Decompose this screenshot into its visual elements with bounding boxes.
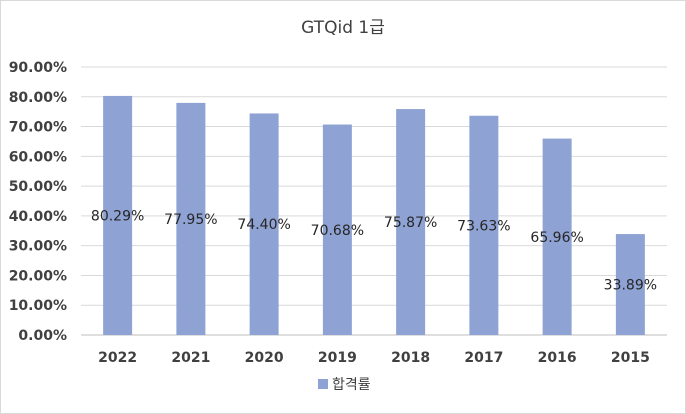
x-tick-label: 2017 [464, 350, 503, 366]
x-tick-label: 2022 [98, 350, 137, 366]
legend-swatch [318, 379, 328, 389]
x-tick-label: 2021 [171, 350, 210, 366]
data-label: 74.40% [237, 217, 290, 233]
data-label: 77.95% [164, 212, 217, 228]
bar [176, 102, 206, 335]
data-label: 33.89% [604, 278, 657, 294]
data-label: 73.63% [457, 218, 510, 234]
legend-label: 합격률 [332, 377, 371, 393]
x-tick-label: 2018 [391, 350, 430, 366]
y-axis-ticks: 0.00% 10.00% 20.00% 30.00% 40.00% 50.00% 60.00… [9, 60, 67, 344]
y-tick-label: 40.00% [9, 209, 67, 225]
legend: 합격률 [318, 377, 371, 393]
bar [396, 109, 426, 336]
bar [469, 115, 499, 336]
data-label: 80.29% [91, 208, 144, 224]
x-tick-label: 2020 [245, 350, 284, 366]
y-tick-label: 90.00% [9, 60, 67, 76]
y-tick-label: 0.00% [18, 328, 67, 344]
y-tick-label: 70.00% [9, 120, 67, 136]
x-tick-label: 2015 [611, 350, 650, 366]
bar [322, 124, 352, 335]
bar [542, 138, 572, 335]
x-tick-label: 2016 [538, 350, 577, 366]
data-label: 75.87% [384, 215, 437, 231]
chart-title: GTQid 1급 [301, 18, 385, 38]
gridlines [81, 66, 667, 336]
bar [249, 113, 279, 335]
y-tick-label: 20.00% [9, 268, 67, 284]
y-tick-label: 50.00% [9, 179, 67, 195]
data-label: 70.68% [311, 223, 364, 239]
bars [103, 95, 645, 336]
y-tick-label: 60.00% [9, 149, 67, 165]
y-tick-label: 30.00% [9, 239, 67, 255]
y-tick-label: 80.00% [9, 90, 67, 106]
data-labels: 80.29% 77.95% 74.40% 70.68% 75.87% 73.63% 65.9… [91, 208, 657, 293]
data-label: 65.96% [530, 230, 583, 246]
x-axis-ticks: 2022 2021 2020 2019 2018 2017 2016 2015 [98, 350, 650, 366]
x-tick-label: 2019 [318, 350, 357, 366]
bar [615, 234, 645, 335]
bar [103, 95, 133, 336]
y-tick-label: 10.00% [9, 298, 67, 314]
